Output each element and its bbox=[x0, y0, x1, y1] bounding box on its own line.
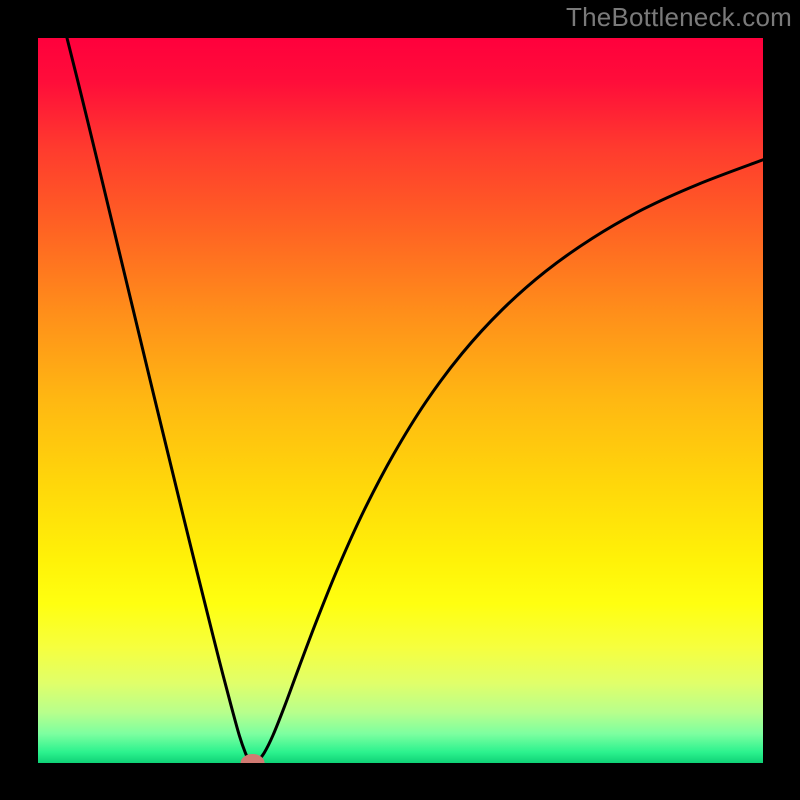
bottleneck-chart bbox=[0, 0, 800, 800]
chart-container: TheBottleneck.com bbox=[0, 0, 800, 800]
plot-background bbox=[38, 38, 763, 763]
watermark-text: TheBottleneck.com bbox=[566, 2, 792, 33]
